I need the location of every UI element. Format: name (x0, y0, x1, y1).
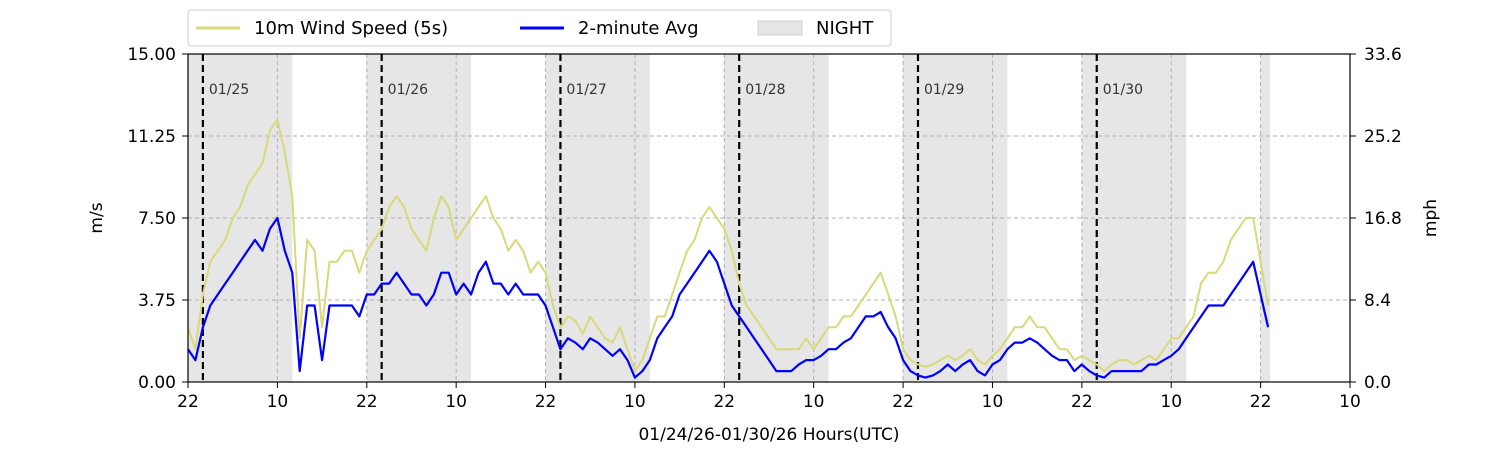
legend-label-1: 2-minute Avg (578, 18, 699, 39)
legend-swatch-2 (757, 20, 803, 36)
night-band-6 (1260, 54, 1271, 382)
y-left-tick-label-1: 3.75 (138, 291, 176, 311)
day-marker-label-2: 01/27 (566, 82, 606, 98)
x-tick-label-3: 10 (445, 392, 467, 412)
x-tick-label-11: 10 (1160, 392, 1182, 412)
x-tick-label-4: 22 (535, 392, 557, 412)
day-marker-label-0: 01/25 (209, 82, 249, 98)
x-tick-label-9: 10 (982, 392, 1004, 412)
y-right-tick-label-2: 16.8 (1364, 209, 1402, 229)
x-tick-label-5: 10 (624, 392, 646, 412)
legend: 10m Wind Speed (5s) 2-minute Avg NIGHT (187, 9, 892, 47)
day-markers: 01/25 01/26 01/27 01/28 01/29 01/30 (201, 54, 1143, 382)
day-marker-label-3: 01/28 (745, 82, 785, 98)
series-lines (187, 118, 1270, 379)
axes: 0.00 3.75 7.50 11.25 15.00 0.0 8.4 16.8 25.2 33.6… (127, 45, 1402, 412)
y-left-tick-label-3: 11.25 (127, 127, 176, 147)
x-tick-label-10: 22 (1071, 392, 1093, 412)
x-tick-label-1: 10 (267, 392, 289, 412)
x-axis-title: 01/24/26-01/30/26 Hours(UTC) (638, 425, 899, 445)
x-tick-label-13: 10 (1339, 392, 1361, 412)
y-right-tick-label-1: 8.4 (1364, 291, 1391, 311)
series-line-1 (187, 216, 1270, 379)
y-right-tick-label-3: 25.2 (1364, 127, 1402, 147)
y-left-tick-label-0: 0.00 (138, 373, 176, 393)
x-tick-label-8: 22 (892, 392, 914, 412)
y-right-axis-title: mph (1421, 199, 1441, 237)
y-right-tick-label-0: 0.0 (1364, 373, 1391, 393)
legend-label-2: NIGHT (816, 18, 874, 39)
y-left-tick-label-4: 15.00 (127, 45, 176, 65)
series-line-0 (187, 118, 1270, 373)
y-right-tick-label-4: 33.6 (1364, 45, 1402, 65)
x-tick-label-7: 10 (803, 392, 825, 412)
x-tick-label-0: 22 (177, 392, 199, 412)
day-marker-label-5: 01/30 (1103, 82, 1143, 98)
y-left-tick-label-2: 7.50 (138, 209, 176, 229)
x-tick-label-6: 22 (713, 392, 735, 412)
x-tick-label-2: 22 (356, 392, 378, 412)
y-left-axis-title: m/s (87, 202, 107, 233)
legend-label-0: 10m Wind Speed (5s) (254, 18, 448, 39)
day-marker-label-1: 01/26 (388, 82, 428, 98)
x-tick-label-12: 22 (1250, 392, 1272, 412)
grid-lines (188, 54, 1350, 382)
day-marker-label-4: 01/29 (924, 82, 964, 98)
